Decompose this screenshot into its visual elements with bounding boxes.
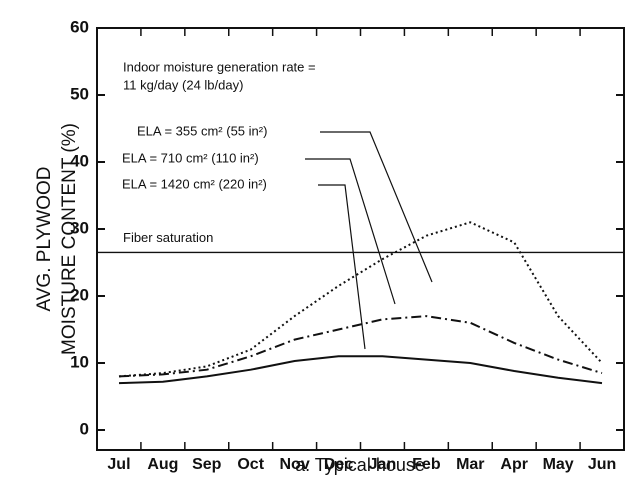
x-axis-label: a. Typical house	[295, 455, 425, 475]
y-tick-label: 60	[70, 17, 89, 36]
x-tick-label: Aug	[147, 456, 178, 473]
x-tick-label: Jul	[107, 456, 130, 473]
x-tick-label: Mar	[456, 456, 484, 473]
x-tick-label: Jun	[588, 456, 616, 473]
y-tick-label: 10	[70, 352, 89, 371]
x-tick-label: May	[543, 456, 574, 473]
x-tick-label: Jan	[369, 456, 397, 473]
x-tick-label: Apr	[500, 456, 528, 473]
x-tick-label: Sep	[192, 456, 222, 473]
x-tick-label: Oct	[237, 456, 264, 473]
annotation: 11 kg/day (24 lb/day)	[123, 77, 243, 92]
y-tick-label: 40	[70, 151, 89, 170]
series-line	[118, 355, 603, 385]
legend-label: ELA = 355 cm² (55 in²)	[137, 123, 267, 138]
y-axis-label: MOISTURE CONTENT (%)	[59, 123, 80, 355]
x-tick-label: Feb	[412, 456, 441, 473]
y-tick-label: 50	[70, 84, 89, 103]
legend-label: ELA = 1420 cm² (220 in²)	[122, 176, 267, 191]
series-line	[118, 221, 603, 378]
y-tick-label: 20	[70, 285, 89, 304]
reference-label: Fiber saturation	[123, 230, 213, 245]
y-tick-label: 30	[70, 218, 89, 237]
leader-line	[318, 184, 366, 350]
x-tick-label: Nov	[280, 456, 310, 473]
legend-label: ELA = 710 cm² (110 in²)	[122, 150, 259, 165]
y-tick-label: 0	[80, 419, 89, 438]
annotation: Indoor moisture generation rate =	[123, 59, 316, 74]
y-axis-label: AVG. PLYWOOD	[34, 167, 55, 312]
leader-line	[320, 131, 433, 283]
x-tick-label: Dec	[324, 456, 353, 473]
series-line	[118, 315, 603, 378]
leader-line	[305, 158, 396, 305]
